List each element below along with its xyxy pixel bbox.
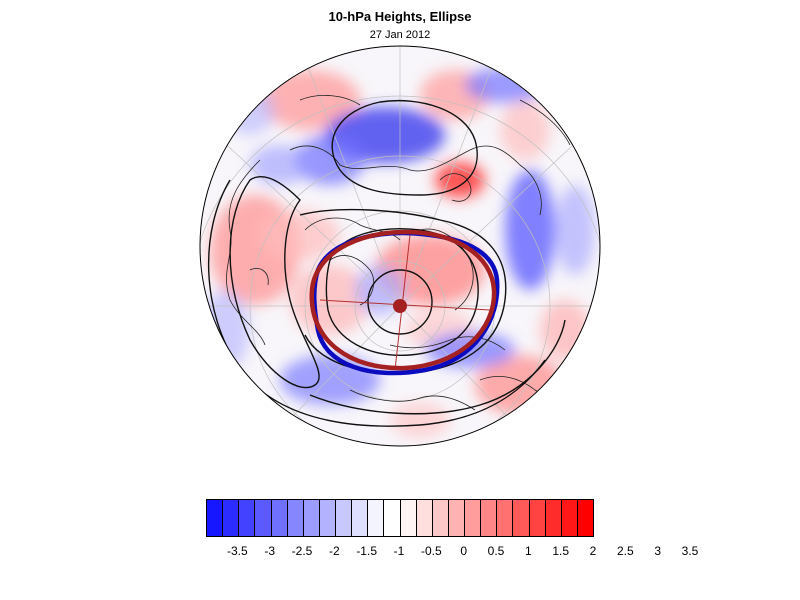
colorbar-tick-label: -3 — [264, 544, 275, 558]
colorbar-tick-label: -2.5 — [291, 544, 313, 558]
colorbar-cell — [223, 500, 240, 536]
colorbar-cell — [336, 500, 353, 536]
colorbar-cell — [303, 500, 320, 536]
colorbar-cell — [271, 500, 288, 536]
colorbar-cell — [545, 500, 562, 536]
red-ellipse — [309, 229, 497, 371]
colorbar-cell — [400, 500, 417, 536]
colorbar-cell — [529, 500, 546, 536]
colorbar-tick-label: -1 — [393, 544, 405, 558]
colorbar-tick-label: -3.5 — [226, 544, 248, 558]
colorbar-tick-label: 2 — [589, 544, 597, 558]
colorbar-tick-label: 0.5 — [487, 544, 505, 558]
colorbar-cell — [384, 500, 401, 536]
colorbar-tick-label: -2 — [328, 544, 340, 558]
colorbar-tick-label: -0.5 — [420, 544, 442, 558]
colorbar-cell — [465, 500, 482, 536]
chart-subtitle: 27 Jan 2012 — [369, 29, 431, 41]
colorbar-cell — [352, 500, 369, 536]
colorbar-cell — [368, 500, 385, 536]
colorbar-tick-label: 2.5 — [616, 544, 634, 558]
colorbar-cell — [432, 500, 449, 536]
colorbar-cell — [255, 500, 272, 536]
anomaly-field — [200, 67, 595, 438]
colorbar-tick-label: 1.5 — [552, 544, 569, 558]
graticule — [200, 46, 600, 446]
colorbar-cell — [287, 500, 304, 536]
colorbar-tick-label: 1 — [524, 544, 532, 558]
map-boundary — [199, 45, 601, 447]
colorbar-cell — [481, 500, 498, 536]
colorbar — [206, 499, 594, 537]
colorbar-cell — [448, 500, 465, 536]
colorbar-tick-label: 3.5 — [681, 544, 699, 558]
chart-title: 10-hPa Heights, Ellipse — [328, 9, 472, 24]
colorbar-cell — [319, 500, 336, 536]
colorbar-cell — [577, 500, 593, 536]
colorbar-cell — [561, 500, 578, 536]
colorbar-cell — [207, 500, 224, 536]
colorbar-tick-label: 0 — [460, 544, 467, 558]
colorbar-tick-label: -1.5 — [356, 544, 377, 558]
center-marker — [393, 299, 407, 313]
coastlines — [226, 95, 576, 411]
colorbar-tick-label: 3 — [654, 544, 661, 558]
colorbar-cell — [497, 500, 514, 536]
colorbar-cell — [513, 500, 530, 536]
colorbar-cell — [416, 500, 433, 536]
colorbar-cell — [239, 500, 256, 536]
